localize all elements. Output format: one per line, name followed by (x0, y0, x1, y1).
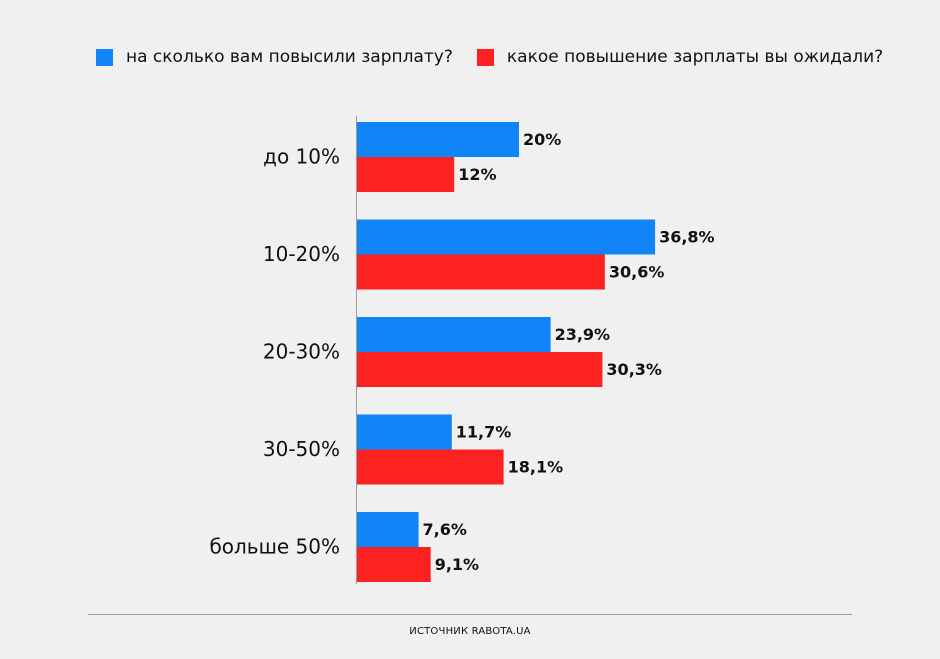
footer-divider (88, 614, 852, 615)
value-label: 9,1% (435, 555, 479, 574)
bar-raised (357, 122, 519, 157)
legend-label-expected: какое повышение зарплаты вы ожидали? (506, 47, 884, 67)
category-label: 10-20% (263, 242, 340, 266)
legend: на сколько вам повысили зарплату? какое … (96, 46, 907, 68)
value-label: 30,6% (609, 263, 665, 282)
bar-expected (357, 352, 603, 387)
value-label: 20% (523, 130, 561, 149)
bar-expected (357, 547, 431, 582)
bar-raised (357, 317, 551, 352)
bar-raised (357, 512, 419, 547)
category-label: больше 50% (209, 535, 340, 559)
legend-item-expected: какое повышение зарплаты вы ожидали? (476, 47, 884, 67)
value-label: 30,3% (606, 360, 662, 379)
value-label: 12% (458, 165, 496, 184)
bar-raised (357, 414, 452, 450)
category-label: 20-30% (263, 340, 340, 364)
bar-expected (357, 254, 605, 290)
bar-expected (357, 449, 504, 485)
legend-swatch-blue (96, 48, 113, 66)
value-label: 36,8% (659, 228, 715, 247)
legend-label-raised: на сколько вам повысили зарплату? (126, 47, 453, 67)
value-label: 11,7% (456, 423, 512, 442)
category-label: до 10% (263, 145, 340, 169)
value-label: 7,6% (423, 520, 467, 539)
category-label: 30-50% (263, 437, 340, 461)
legend-swatch-red (476, 48, 494, 66)
legend-item-raised: на сколько вам повысили зарплату? (96, 47, 453, 67)
value-label: 23,9% (555, 325, 611, 344)
source-caption: ИСТОЧНИК RABOTA.UA (409, 626, 531, 637)
value-label: 18,1% (508, 458, 564, 477)
bar-raised (357, 219, 656, 255)
bar-expected (357, 157, 455, 192)
